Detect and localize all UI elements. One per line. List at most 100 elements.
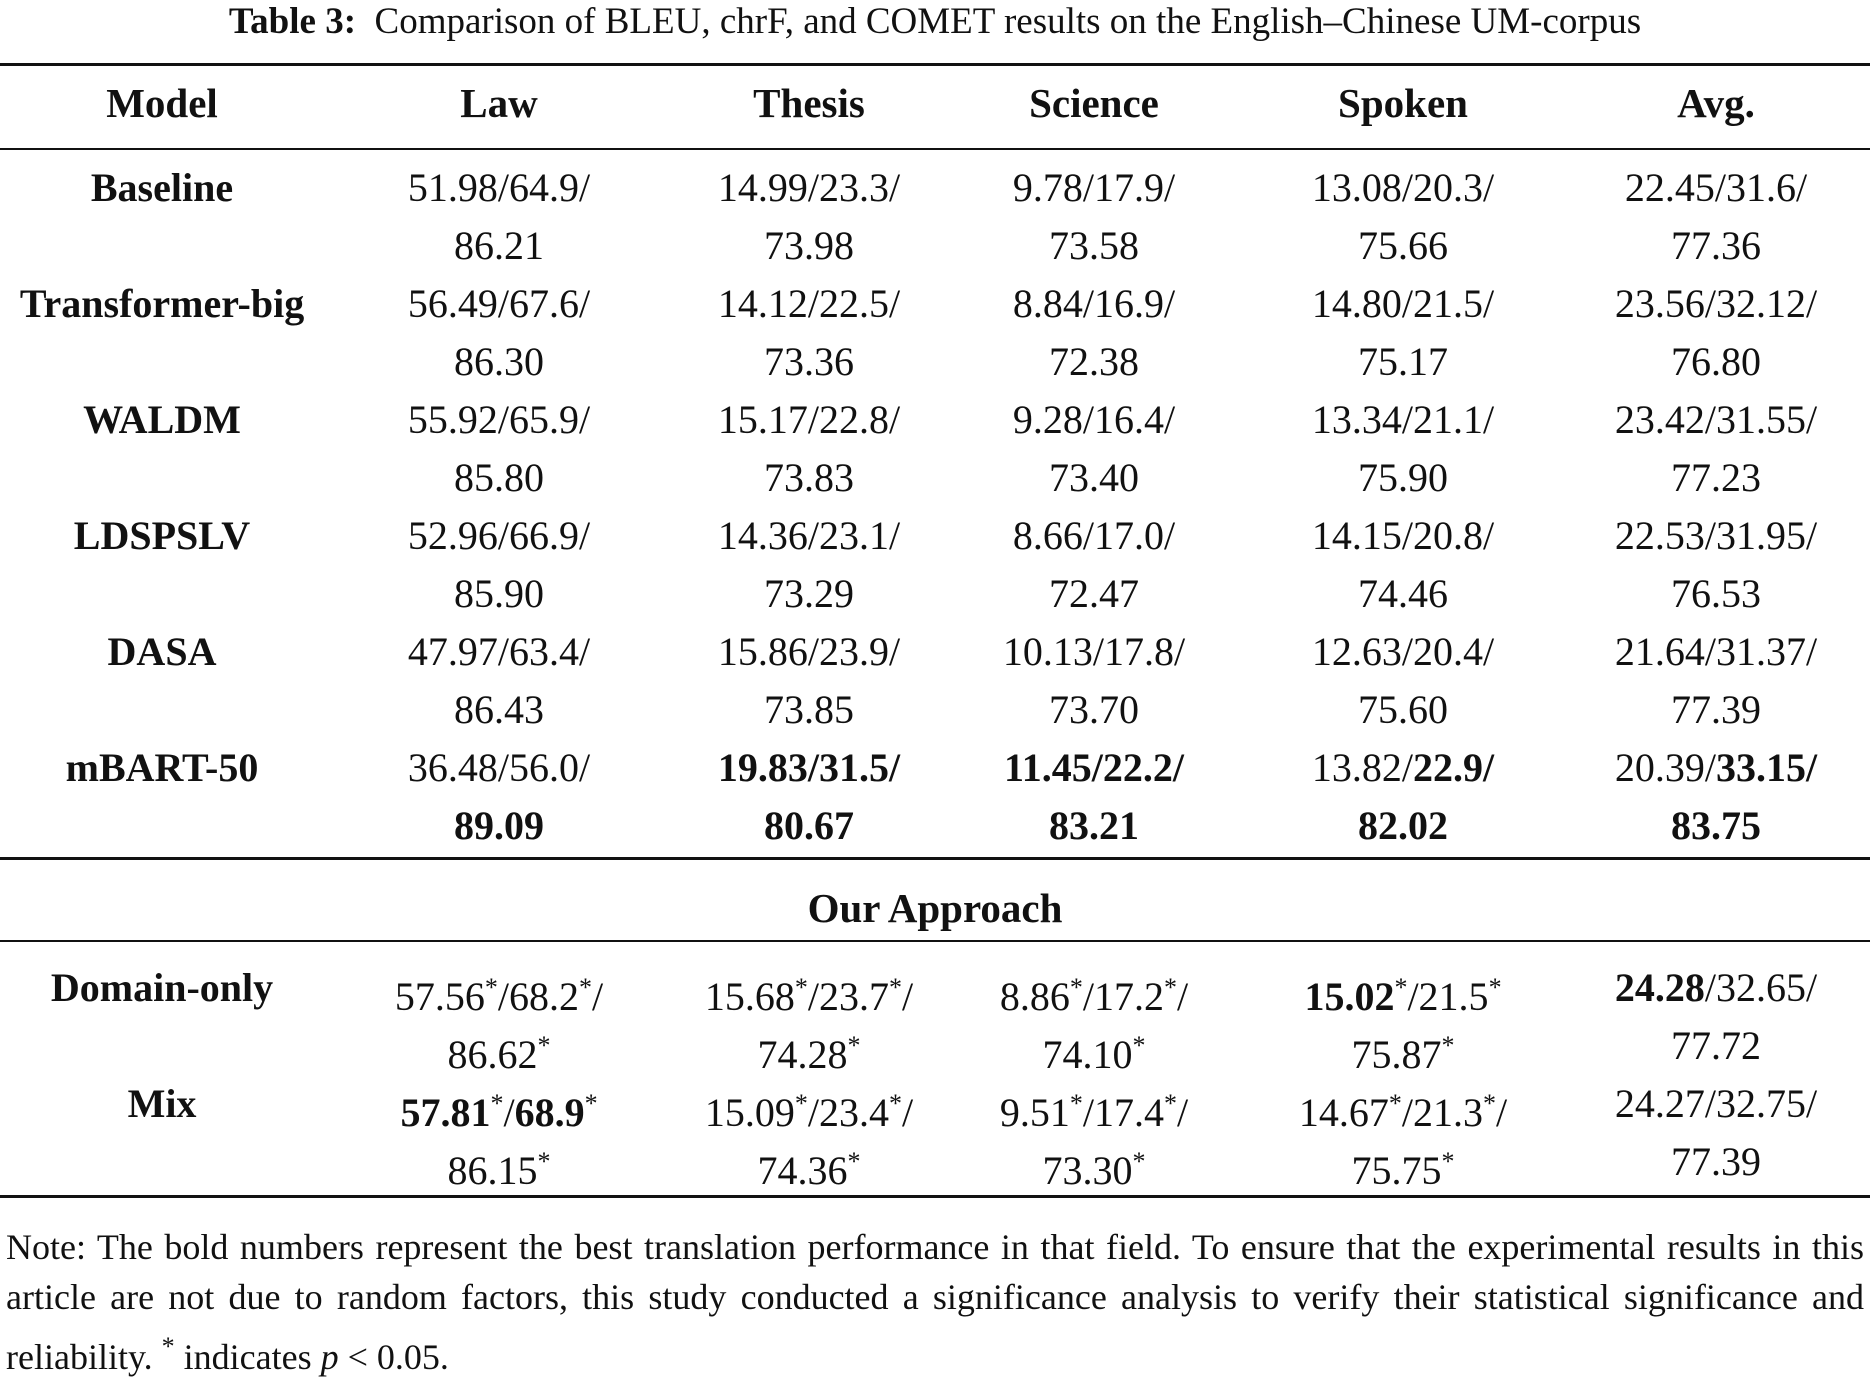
score-line-comet-text: 86.43: [454, 687, 544, 732]
score-line-bleu-chrf-text: 51.98/64.9/: [407, 165, 591, 210]
significance-star: *: [1164, 973, 1177, 1002]
score-line-bleu-chrf: 14.67*/21.3*/: [1244, 1075, 1562, 1135]
score-line-comet-text: 75.66: [1358, 223, 1448, 268]
score-line-comet-text: 74.36: [757, 1148, 848, 1193]
score-line-bleu-chrf: 12.63/20.4/: [1244, 623, 1562, 681]
score-line-bleu-chrf-text: /: [1496, 1090, 1508, 1135]
significance-star: *: [1441, 1147, 1455, 1176]
score-line-comet: 77.36: [1562, 217, 1870, 275]
score-line-bleu-chrf: 14.15/20.8/: [1244, 507, 1562, 565]
score-line-bleu-chrf: 36.48/56.0/: [324, 739, 674, 797]
score-line-bleu-chrf: 56.49/67.6/: [324, 275, 674, 333]
note-indicates: indicates: [174, 1337, 321, 1377]
score-line-bleu-chrf-text: 15.17/22.8/: [717, 397, 901, 442]
score-line-comet: 89.09: [324, 797, 674, 855]
model-name: Baseline: [90, 165, 234, 210]
score-line-comet-text: 73.58: [1049, 223, 1139, 268]
score-line-comet-text: 76.80: [1671, 339, 1761, 384]
score-line-comet: 86.30: [324, 333, 674, 391]
score-cell-thesis: 14.12/22.5/73.36: [674, 275, 944, 391]
score-line-comet-text: 77.39: [1671, 687, 1761, 732]
score-line-comet: 85.90: [324, 565, 674, 623]
score-line-bleu-chrf: 14.36/23.1/: [674, 507, 944, 565]
score-line-bleu-chrf-text: 13.34/21.1/: [1311, 397, 1495, 442]
score-line-comet: 86.43: [324, 681, 674, 739]
score-line-comet: 80.67: [674, 797, 944, 855]
score-cell-law: 51.98/64.9/86.21: [324, 159, 674, 275]
caption-text: Comparison of BLEU, chrF, and COMET resu…: [374, 1, 1642, 42]
score-line-bleu-chrf-text: 9.51: [999, 1090, 1070, 1135]
table-header: Model Law Thesis Science Spoken Avg.: [0, 62, 1870, 144]
table-row: DASA 47.97/63.4/86.43 15.86/23.9/73.85 10.1…: [0, 623, 1870, 739]
significance-star: *: [847, 1147, 861, 1176]
score-line-comet-text: 75.90: [1358, 455, 1448, 500]
score-line-comet-text: 89.09: [454, 803, 544, 848]
score-cell-science: 9.78/17.9/73.58: [944, 159, 1244, 275]
header-row: Model Law Thesis Science Spoken Avg.: [0, 62, 1870, 144]
mid-rule: [0, 857, 1870, 860]
baseline-rows: Baseline 51.98/64.9/86.21 14.99/23.3/73.98…: [0, 159, 1870, 855]
header-law: Law: [460, 80, 538, 126]
score-line-bleu-chrf: 9.28/16.4/: [944, 391, 1244, 449]
score-line-bleu-chrf-text: 19.83/31.5/: [717, 745, 901, 790]
score-line-bleu-chrf-text: /17.4: [1082, 1090, 1164, 1135]
score-line-comet: 77.23: [1562, 449, 1870, 507]
score-line-bleu-chrf-text: /: [1177, 974, 1189, 1019]
significance-star: *: [584, 1089, 598, 1118]
score-cell-law: 57.81*/68.9* 86.15*: [324, 1075, 674, 1193]
score-line-comet-text: 75.60: [1358, 687, 1448, 732]
score-line-comet: 85.80: [324, 449, 674, 507]
score-line-bleu-chrf-text: 13.82/: [1311, 745, 1413, 790]
score-line-bleu-chrf-text: 11.45/22.2/: [1003, 745, 1185, 790]
significance-star: *: [1069, 973, 1083, 1002]
score-line-comet: 72.47: [944, 565, 1244, 623]
score-line-bleu-chrf: 14.12/22.5/: [674, 275, 944, 333]
score-cell-science: 9.51*/17.4*/73.30*: [944, 1075, 1244, 1193]
score-line-comet-text: 77.39: [1671, 1139, 1761, 1184]
significance-star: *: [889, 1089, 902, 1118]
score-line-comet-text: 73.30: [1042, 1148, 1133, 1193]
score-line-bleu-chrf: 8.66/17.0/: [944, 507, 1244, 565]
score-line-bleu-chrf-text: 23.42/31.55/: [1614, 397, 1818, 442]
note-star: *: [161, 1332, 175, 1361]
top-rule: [0, 63, 1870, 66]
significance-star: *: [1483, 1089, 1496, 1118]
header-model: Model: [106, 80, 218, 126]
significance-star: *: [1132, 1031, 1146, 1060]
score-line-bleu-chrf-text: 57.56: [394, 974, 485, 1019]
score-line-bleu-chrf: 15.86/23.9/: [674, 623, 944, 681]
note-threshold: < 0.05.: [338, 1337, 449, 1377]
table-row: mBART-50 36.48/56.0/89.09 19.83/31.5/80.67…: [0, 739, 1870, 855]
header-thesis: Thesis: [753, 80, 865, 126]
score-cell-law: 52.96/66.9/85.90: [324, 507, 674, 623]
score-line-bleu-chrf-text: 52.96/66.9/: [407, 513, 591, 558]
score-line-bleu-chrf-text: 15.86/23.9/: [717, 629, 901, 674]
score-line-comet-text: 74.10: [1042, 1032, 1133, 1077]
score-line-comet: 77.39: [1562, 681, 1870, 739]
table-row: LDSPSLV 52.96/66.9/85.90 14.36/23.1/73.29 8…: [0, 507, 1870, 623]
score-line-comet: 73.30*: [944, 1133, 1244, 1193]
score-cell-spoken: 15.02*/21.5* 75.87*: [1244, 959, 1562, 1077]
score-cell-avg: 24.28/32.65/77.72: [1562, 959, 1870, 1075]
score-line-bleu-chrf: 15.17/22.8/: [674, 391, 944, 449]
significance-star: *: [889, 973, 902, 1002]
score-line-comet-text: 73.40: [1049, 455, 1139, 500]
score-cell-spoken: 13.82/22.9/82.02: [1244, 739, 1562, 855]
score-line-comet: 72.38: [944, 333, 1244, 391]
score-cell-law: 36.48/56.0/89.09: [324, 739, 674, 855]
score-line-comet-text: 77.36: [1671, 223, 1761, 268]
significance-star: *: [1164, 1089, 1177, 1118]
score-cell-thesis: 15.86/23.9/73.85: [674, 623, 944, 739]
score-line-bleu-chrf-text: 9.78/17.9/: [1012, 165, 1176, 210]
score-line-comet-text: 76.53: [1671, 571, 1761, 616]
score-line-comet: 73.58: [944, 217, 1244, 275]
score-line-comet: 73.85: [674, 681, 944, 739]
score-line-bleu-chrf: 24.28/32.65/: [1562, 959, 1870, 1017]
score-line-bleu-chrf-text: 14.67: [1298, 1090, 1389, 1135]
score-line-bleu-chrf-text: 57.81: [400, 1090, 491, 1135]
score-line-comet: 74.28*: [674, 1017, 944, 1077]
score-line-bleu-chrf-text: /23.4: [807, 1090, 889, 1135]
score-line-comet-text: 86.30: [454, 339, 544, 384]
score-line-comet-text: 73.83: [764, 455, 854, 500]
score-line-bleu-chrf: 52.96/66.9/: [324, 507, 674, 565]
